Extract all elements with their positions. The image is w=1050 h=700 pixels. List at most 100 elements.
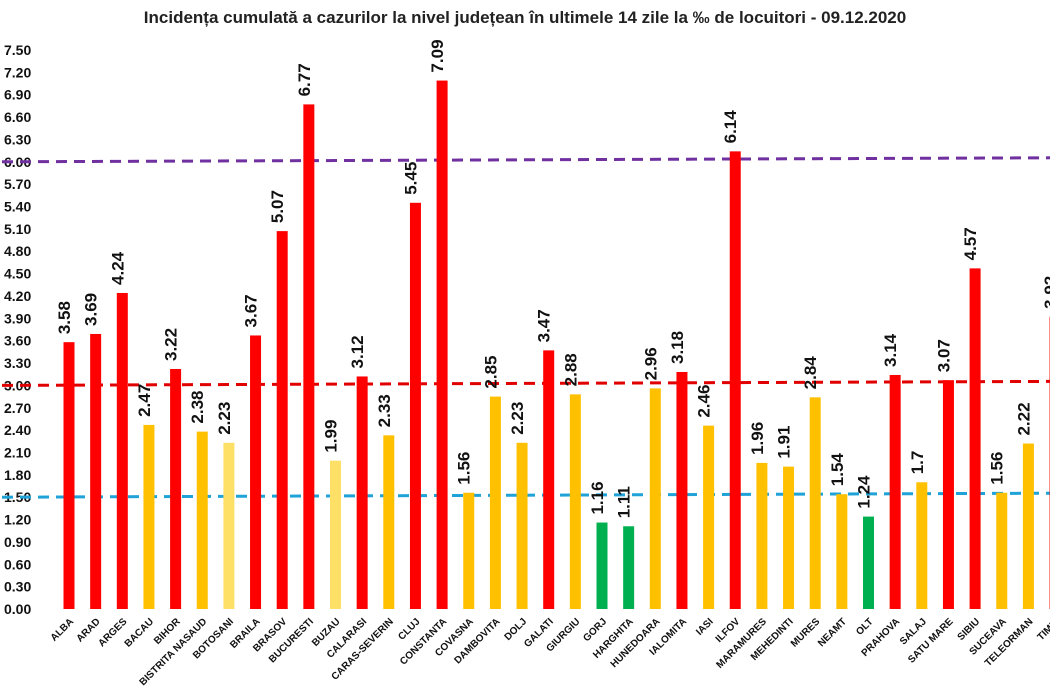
bar <box>916 482 928 609</box>
bar <box>596 522 608 609</box>
y-tick-label: 4.80 <box>4 243 31 259</box>
bars <box>63 80 1050 610</box>
x-tick-label: IASI <box>694 616 716 638</box>
bar <box>649 388 661 609</box>
data-label: 1.99 <box>322 420 341 453</box>
bar <box>623 526 635 609</box>
y-tick-label: 4.20 <box>4 288 31 304</box>
bar <box>969 268 981 609</box>
bar <box>783 466 795 609</box>
y-tick-label: 2.40 <box>4 422 31 438</box>
data-label: 3.67 <box>242 294 261 327</box>
y-tick-label: 0.00 <box>4 601 31 617</box>
y-tick-label: 0.90 <box>4 534 31 550</box>
y-tick-label: 5.40 <box>4 199 31 215</box>
chart-title: Incidența cumulată a cazurilor la nivel … <box>143 8 907 27</box>
data-label: 1.54 <box>828 453 847 487</box>
bar <box>942 380 954 609</box>
x-tick-label: ALBA <box>49 616 76 643</box>
bar <box>409 202 421 609</box>
data-label: 1.56 <box>455 452 474 485</box>
data-label: 4.24 <box>108 251 127 285</box>
data-label: 1.56 <box>988 452 1007 485</box>
y-tick-label: 0.60 <box>4 556 31 572</box>
data-label: 2.23 <box>508 402 527 435</box>
y-tick-label: 3.30 <box>4 355 31 371</box>
data-label: 3.12 <box>348 335 367 368</box>
bar <box>356 376 368 609</box>
bar <box>303 104 315 609</box>
bar <box>996 492 1008 609</box>
data-label: 7.09 <box>428 39 447 72</box>
y-tick-label: 7.50 <box>4 42 31 58</box>
threshold-line <box>1 379 1050 387</box>
bar <box>809 397 821 609</box>
y-tick-label: 3.00 <box>4 377 31 393</box>
y-tick-label: 7.20 <box>4 64 31 80</box>
data-label: 3.47 <box>535 309 554 342</box>
bar <box>729 151 741 609</box>
x-tick-label: MURES <box>789 616 823 650</box>
bar <box>543 350 555 609</box>
bar <box>90 333 102 609</box>
y-tick-label: 3.60 <box>4 333 31 349</box>
data-label: 6.77 <box>295 63 314 96</box>
bar <box>836 494 848 609</box>
y-tick-label: 3.90 <box>4 310 31 326</box>
data-label: 1.91 <box>775 426 794 459</box>
data-label: 1.96 <box>748 422 767 455</box>
bar <box>676 371 688 609</box>
data-label: 2.46 <box>695 385 714 418</box>
data-label: 3.92 <box>1041 276 1050 309</box>
data-label: 2.85 <box>481 355 500 388</box>
y-tick-label: 1.80 <box>4 467 31 483</box>
y-tick-label: 4.50 <box>4 266 31 282</box>
bar <box>756 462 768 609</box>
bar <box>863 516 874 609</box>
y-tick-label: 1.50 <box>4 489 31 505</box>
bar <box>143 424 155 609</box>
data-label: 1.7 <box>908 451 927 475</box>
bar <box>196 431 208 609</box>
y-tick-label: 2.10 <box>4 444 31 460</box>
bar <box>1022 443 1034 609</box>
y-tick-label: 6.60 <box>4 109 31 125</box>
bar <box>516 442 528 609</box>
data-label: 2.84 <box>801 356 820 390</box>
bar <box>463 492 475 609</box>
data-label: 2.88 <box>561 353 580 386</box>
data-label: 2.23 <box>215 402 234 435</box>
bar <box>569 394 581 609</box>
data-labels: 3.58 3.69 4.24 2.47 3.22 2.38 2.23 3.67 5.07 6.77… <box>55 39 1050 518</box>
data-label: 2.22 <box>1014 402 1033 435</box>
bar <box>116 292 128 609</box>
data-label: 4.57 <box>961 227 980 260</box>
data-label: 3.22 <box>162 328 181 361</box>
bar <box>63 342 75 609</box>
bar <box>889 374 901 609</box>
y-tick-label: 6.30 <box>4 131 31 147</box>
data-label: 2.47 <box>135 384 154 417</box>
data-label: 5.07 <box>268 190 287 223</box>
y-tick-label: 6.90 <box>4 87 31 103</box>
x-tick-label: BACAU <box>123 616 156 649</box>
x-tick-label: TIMIS <box>1036 616 1050 643</box>
data-label: 1.11 <box>615 486 634 518</box>
y-tick-label: 1.20 <box>4 512 31 528</box>
y-tick-label: 0.30 <box>4 579 31 595</box>
bar <box>223 442 235 609</box>
data-label: 2.33 <box>375 394 394 427</box>
threshold-line <box>1 156 1050 164</box>
bar <box>436 80 448 610</box>
data-label: 1.16 <box>588 481 607 514</box>
x-tick-label: TELEORMAN <box>983 616 1036 669</box>
y-tick-label: 6.00 <box>4 154 31 170</box>
data-label: 6.14 <box>721 110 740 144</box>
y-tick-label: 5.10 <box>4 221 31 237</box>
bar <box>703 425 715 609</box>
y-tick-label: 2.70 <box>4 400 31 416</box>
x-tick-label: NEAMT <box>816 616 849 649</box>
data-label: 3.14 <box>881 333 900 367</box>
